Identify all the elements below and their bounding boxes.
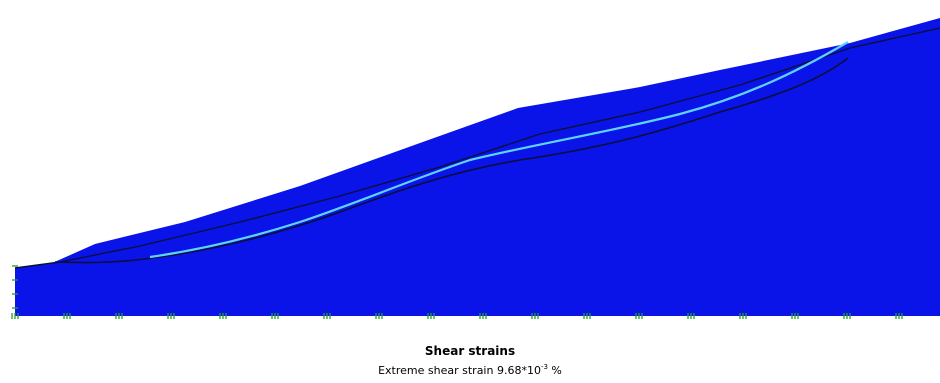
extreme-shear-strain-prefix: Extreme shear strain 9.68*10 xyxy=(378,364,541,377)
slope-outline xyxy=(14,27,940,269)
extreme-shear-strain-label: Extreme shear strain 9.68*10-3 % xyxy=(0,363,940,378)
fixity-markers xyxy=(11,265,903,319)
extreme-shear-strain-unit: % xyxy=(547,364,562,377)
fixity-icon xyxy=(63,313,71,319)
fixity-icon xyxy=(11,313,19,319)
fixity-icon xyxy=(115,313,123,319)
fixity-icon xyxy=(479,313,487,319)
fixity-icon xyxy=(323,313,331,319)
fixity-icon xyxy=(375,313,383,319)
fixity-icon xyxy=(791,313,799,319)
slip-surface xyxy=(54,57,849,264)
fixity-icon xyxy=(635,313,643,319)
shear-strain-plot xyxy=(11,18,940,319)
fixity-icon xyxy=(843,313,851,319)
fixity-icon xyxy=(895,313,903,319)
fixity-icon xyxy=(219,313,227,319)
extreme-shear-strain-exponent: -3 xyxy=(540,363,548,371)
fixity-icon xyxy=(531,313,539,319)
fixity-icon xyxy=(739,313,747,319)
fixity-icon xyxy=(271,313,279,319)
fixity-icon xyxy=(687,313,695,319)
shear-band xyxy=(149,41,849,259)
slope-body xyxy=(15,18,940,316)
fixity-icon xyxy=(427,313,435,319)
fixity-icon xyxy=(167,313,175,319)
plot-title: Shear strains xyxy=(424,344,516,358)
fixity-icon xyxy=(583,313,591,319)
